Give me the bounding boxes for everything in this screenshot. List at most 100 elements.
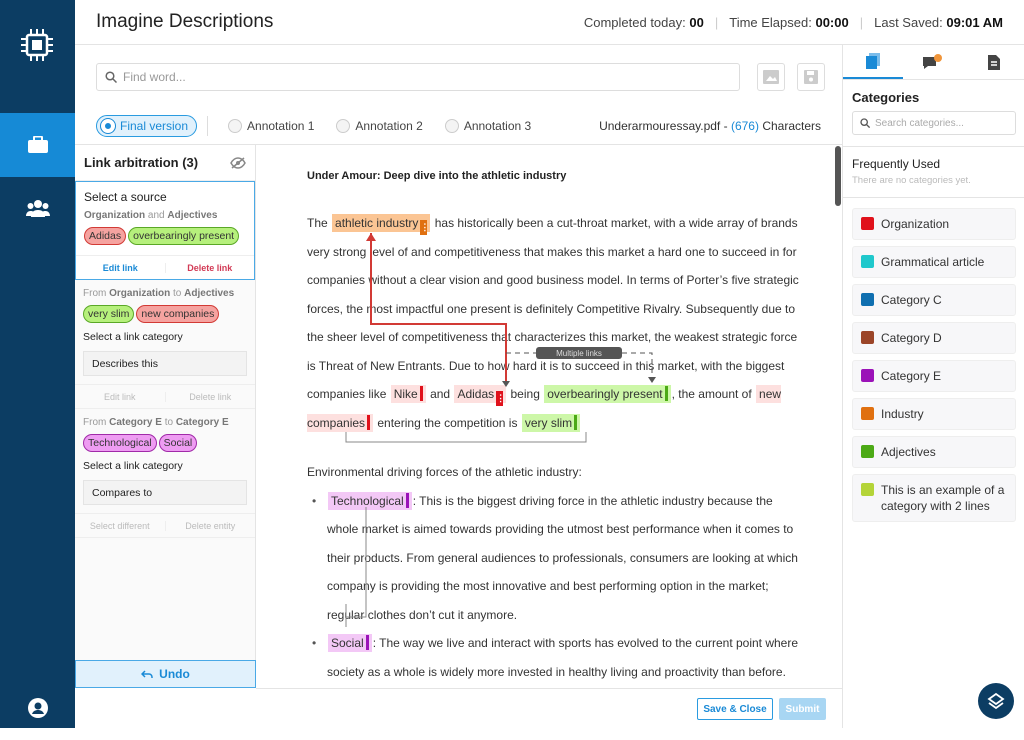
tab-categories[interactable] [843,45,904,79]
annotation-adjective[interactable]: overbearingly present [544,385,671,403]
file-info: Underarmouressay.pdf - (676) Characters [599,119,821,133]
category-label: Category C [881,293,942,307]
tab-final-version[interactable]: Final version [96,115,198,137]
entity-pill[interactable]: new companies [136,305,220,323]
layers-button[interactable] [978,683,1014,719]
list-item: Social: The way we live and interact wit… [307,629,807,686]
tab-annotation-2[interactable]: Annotation 2 [332,115,430,137]
panel-title: Link arbitration (3) [84,155,199,170]
link-line [370,233,507,358]
category-label: This is an example of a category with 2 … [881,483,1005,513]
tab-comments[interactable] [903,45,963,79]
category-color-swatch [861,293,874,306]
image-icon [763,70,779,84]
briefcase-icon [27,136,48,153]
categories-panel: Categories Search categories... Frequent… [842,45,1024,728]
annotation-category-e[interactable]: Social [328,634,372,652]
document-heading: Under Amour: Deep dive into the athletic… [307,170,567,182]
link-card[interactable]: Select a source Organization and Adjecti… [75,181,255,280]
layers-icon [987,692,1005,710]
header: Imagine Descriptions Completed today: 00… [75,0,1024,45]
category-item[interactable]: This is an example of a category with 2 … [852,474,1016,522]
entity-pill[interactable]: Social [158,434,198,452]
document-scrollbar[interactable] [835,146,841,206]
search-categories-input[interactable]: Search categories... [852,111,1016,135]
category-label: Industry [881,407,924,421]
delete-link-button[interactable]: Delete link [164,262,255,273]
category-color-swatch [861,369,874,382]
category-color-swatch [861,217,874,230]
entity-pill[interactable]: Adidas [84,227,127,245]
paragraph: Environmental driving forces of the athl… [307,458,807,686]
tab-annotation-1[interactable]: Annotation 1 [224,115,322,137]
category-item[interactable]: Industry [852,398,1016,430]
category-color-swatch [861,255,874,268]
link-arbitration-panel: Link arbitration (3) Select a source Org… [75,145,256,688]
document-icon [987,54,1000,70]
arrow-head-icon [366,233,376,241]
category-item[interactable]: Organization [852,208,1016,240]
category-color-swatch [861,331,874,344]
tab-document[interactable] [964,45,1024,79]
select-different-button[interactable]: Select different [89,520,150,531]
category-item[interactable]: Category C [852,284,1016,316]
category-label: Category D [881,331,942,345]
category-color-swatch [861,445,874,458]
category-color-swatch [861,407,874,420]
link-category-select[interactable]: Describes this [83,351,247,376]
save-button[interactable] [797,63,825,91]
link-card: From Organization to Adjectives very sli… [75,280,255,409]
category-item[interactable]: Grammatical article [852,246,1016,278]
nav-item-team[interactable] [0,176,75,240]
frequently-used-title: Frequently Used [852,157,941,171]
category-item[interactable]: Category E [852,360,1016,392]
annotation-industry[interactable]: athletic industry ⋮ [332,214,431,235]
submit-button[interactable]: Submit [779,698,826,720]
tab-annotation-3[interactable]: Annotation 3 [441,115,539,137]
annotation-organization[interactable]: Adidas ⋮ [454,385,507,406]
link-card: From Category E to Category E Technologi… [75,409,255,538]
category-color-swatch [861,483,874,496]
annotation-organization[interactable]: Nike [390,385,426,403]
link-connectors: Multiple links [345,233,656,627]
category-item[interactable]: Category D [852,322,1016,354]
document-viewer: Under Amour: Deep dive into the athletic… [256,145,842,688]
users-icon [25,200,50,217]
entity-pill[interactable]: very slim [83,305,135,323]
link-category-select[interactable]: Compares to [83,480,247,505]
side-nav [0,0,75,728]
save-close-button[interactable]: Save & Close [697,698,773,720]
comments-icon [923,54,943,69]
completed-today: Completed today: 00 [583,14,704,30]
search-icon [860,118,870,128]
entity-pill[interactable]: overbearingly present [128,227,240,245]
nav-item-projects[interactable] [0,113,75,177]
version-tabs: Final version Annotation 1 Annotation 2 … [75,108,842,145]
entity-pill[interactable]: Technological [83,434,157,452]
chip-logo-icon [21,29,53,61]
edit-link-button[interactable]: Edit link [103,391,136,402]
nav-item-account[interactable] [0,676,75,740]
floppy-icon [804,70,818,84]
last-saved: Last Saved: 09:01 AM [874,14,1003,30]
categories-title: Categories [852,90,920,105]
eye-off-icon[interactable] [230,156,246,169]
category-label: Grammatical article [881,255,985,269]
annotation-category-e[interactable]: Technological [328,491,412,510]
category-label: Organization [881,217,950,231]
undo-button[interactable]: Undo [75,660,256,688]
paragraph: The athletic industry ⋮ has historically … [307,214,799,432]
delete-link-button[interactable]: Delete link [164,391,256,402]
delete-entity-button[interactable]: Delete entity [164,520,256,531]
page-title: Imagine Descriptions [96,11,274,32]
category-label: Adjectives [881,445,936,459]
category-item[interactable]: Adjectives [852,436,1016,468]
image-button[interactable] [757,63,785,91]
annotation-adjective[interactable]: very slim [521,413,581,432]
search-icon [105,71,117,83]
find-word-input[interactable]: Find word... [96,63,740,91]
categories-icon [866,53,881,69]
list-item: Technological: This is the biggest drivi… [307,487,807,630]
undo-icon [141,669,153,678]
edit-link-button[interactable]: Edit link [102,262,138,273]
